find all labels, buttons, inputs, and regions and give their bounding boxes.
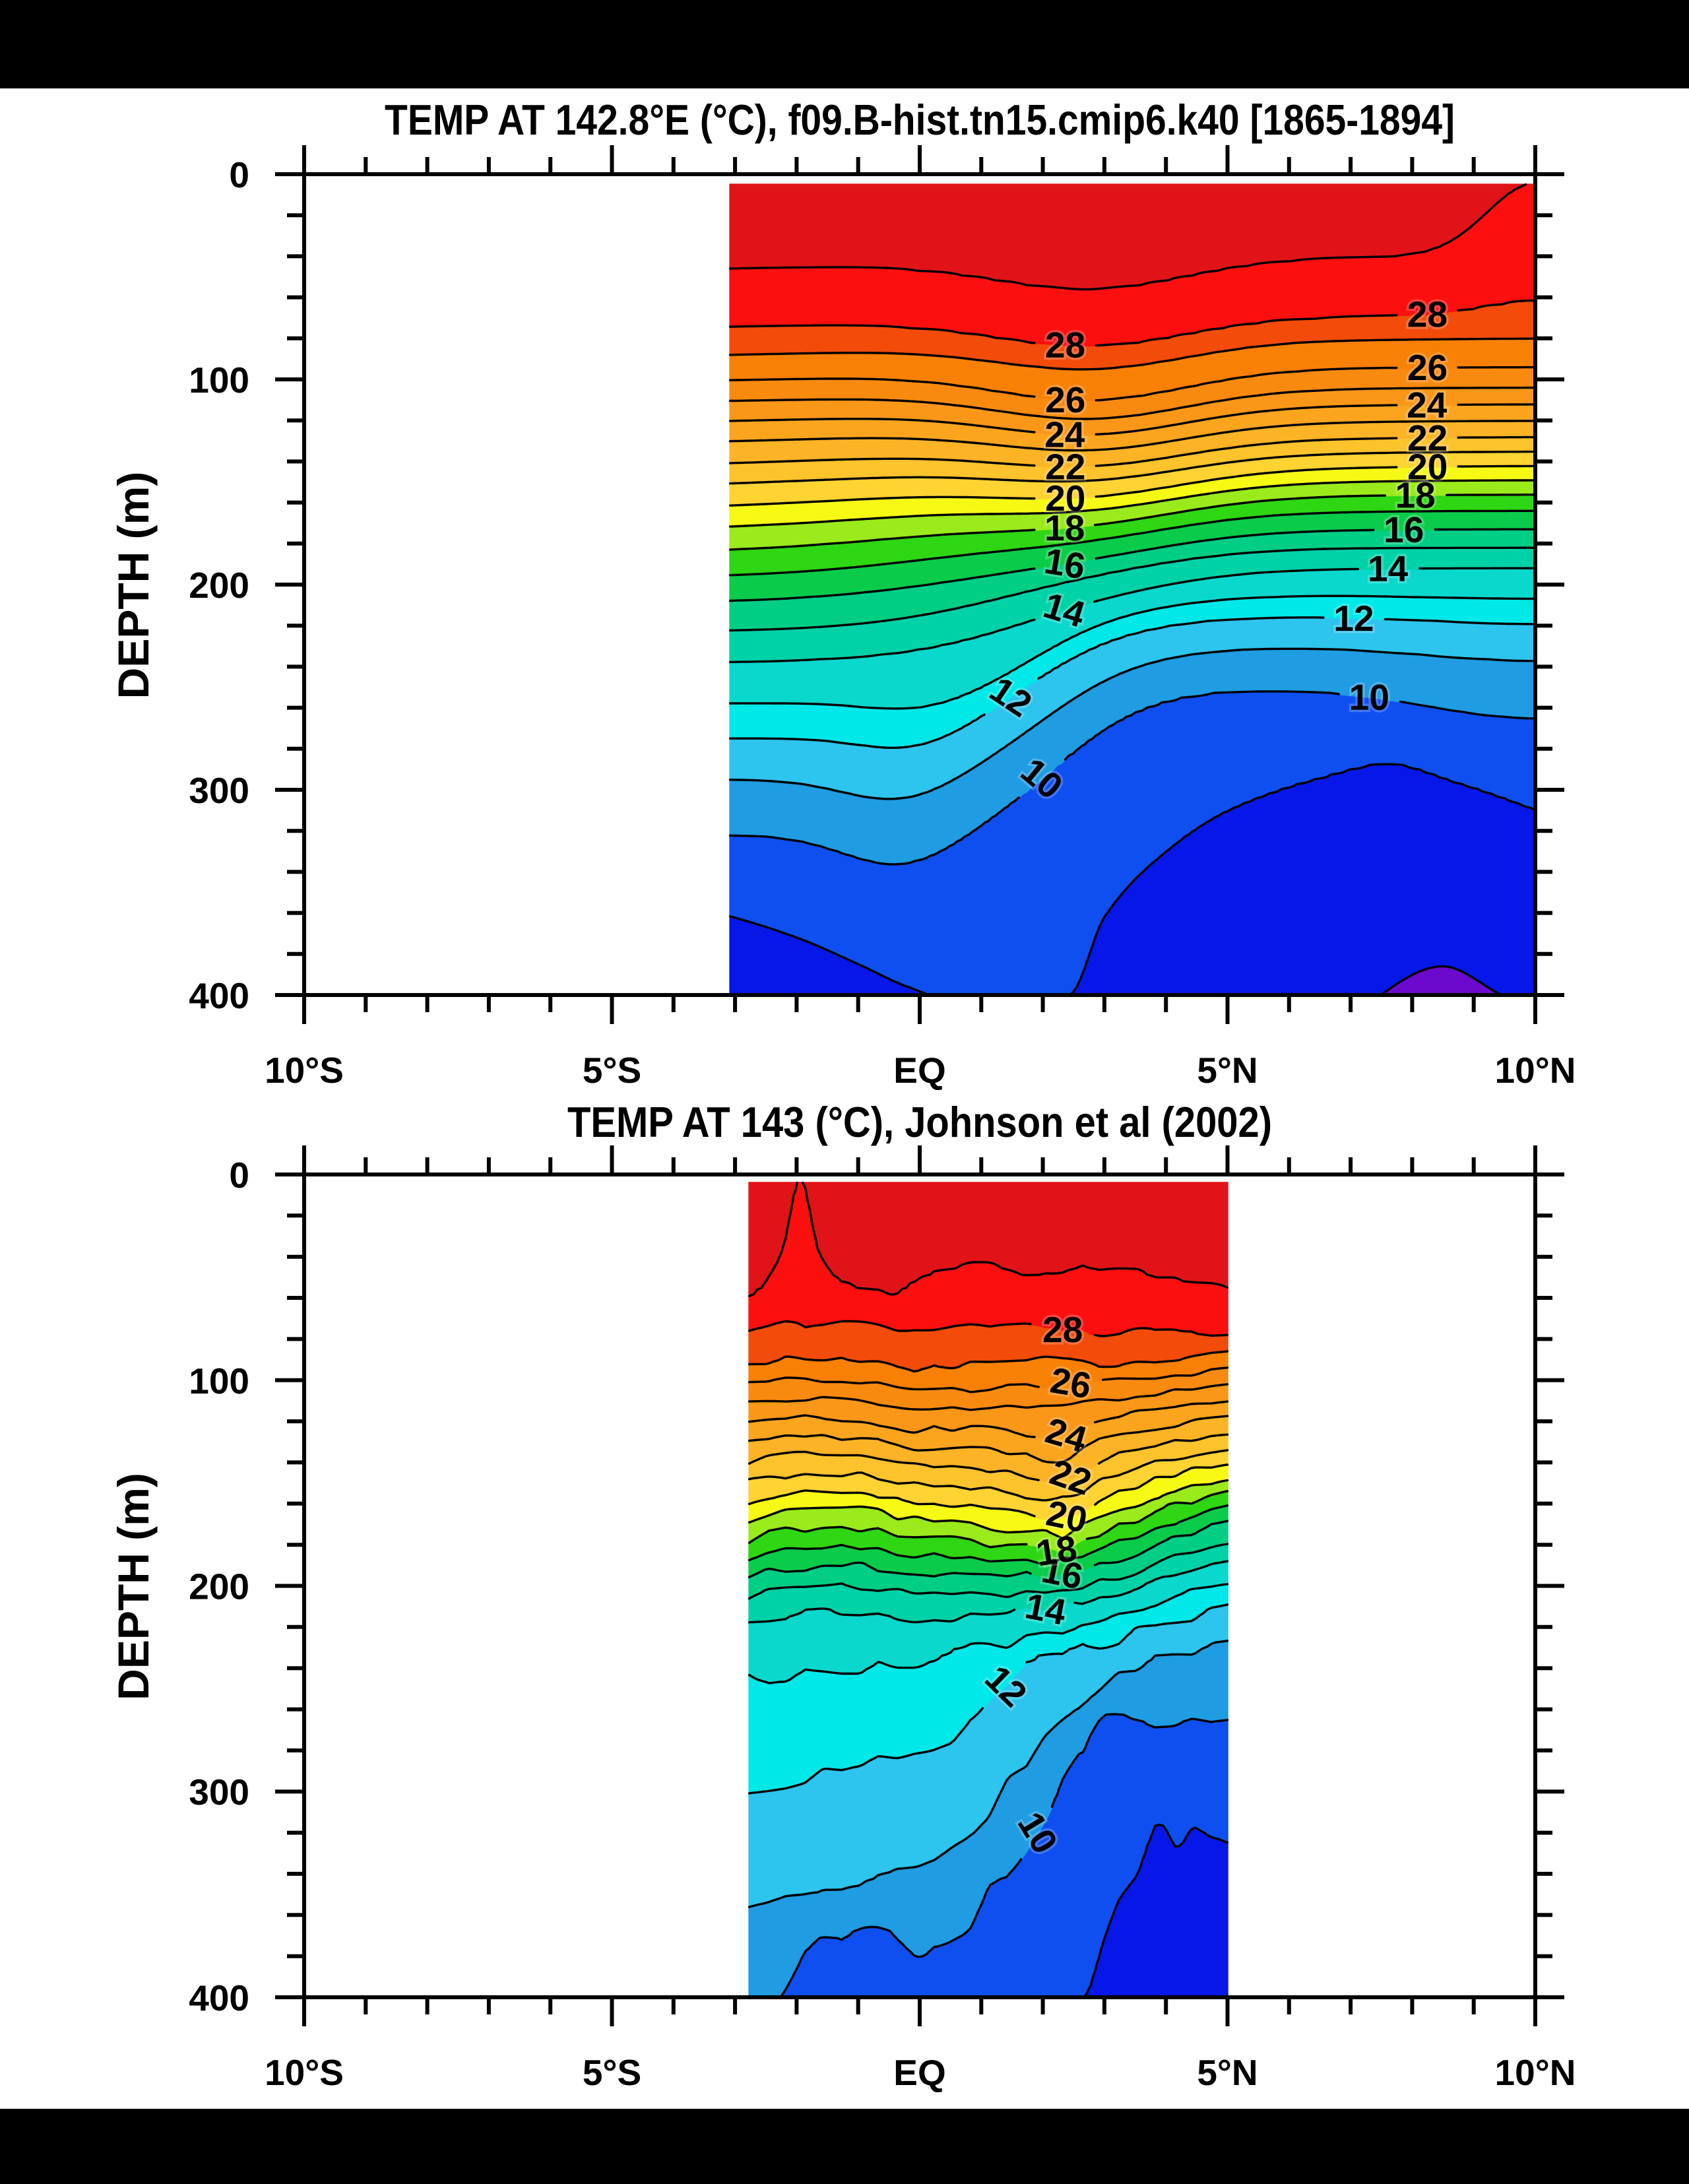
- svg-text:10°S: 10°S: [265, 1050, 344, 1091]
- svg-text:400: 400: [189, 1977, 249, 2018]
- svg-text:100: 100: [189, 1361, 249, 1401]
- svg-text:5°S: 5°S: [583, 2052, 641, 2093]
- svg-text:200: 200: [189, 1566, 249, 1607]
- svg-text:0: 0: [229, 154, 249, 195]
- svg-text:10°N: 10°N: [1495, 1050, 1576, 1091]
- svg-text:200: 200: [189, 565, 249, 606]
- svg-text:5°S: 5°S: [583, 1050, 641, 1091]
- svg-text:5°N: 5°N: [1197, 1050, 1258, 1091]
- svg-text:100: 100: [189, 360, 249, 401]
- svg-text:DEPTH (m): DEPTH (m): [109, 472, 158, 699]
- svg-text:DEPTH (m): DEPTH (m): [109, 1473, 158, 1700]
- svg-text:TEMP AT 142.8°E (°C), f09.B-hi: TEMP AT 142.8°E (°C), f09.B-hist.tn15.cm…: [385, 96, 1455, 144]
- svg-text:EQ: EQ: [893, 1050, 945, 1091]
- svg-text:0: 0: [229, 1155, 249, 1196]
- svg-text:300: 300: [189, 770, 249, 811]
- svg-text:10°S: 10°S: [265, 2052, 344, 2093]
- svg-text:300: 300: [189, 1772, 249, 1813]
- svg-text:TEMP AT 143 (°C), Johnson et a: TEMP AT 143 (°C), Johnson et al (2002): [567, 1098, 1272, 1146]
- svg-text:5°N: 5°N: [1197, 2052, 1258, 2093]
- svg-text:400: 400: [189, 975, 249, 1016]
- svg-text:EQ: EQ: [893, 2052, 945, 2093]
- svg-text:10°N: 10°N: [1495, 2052, 1576, 2093]
